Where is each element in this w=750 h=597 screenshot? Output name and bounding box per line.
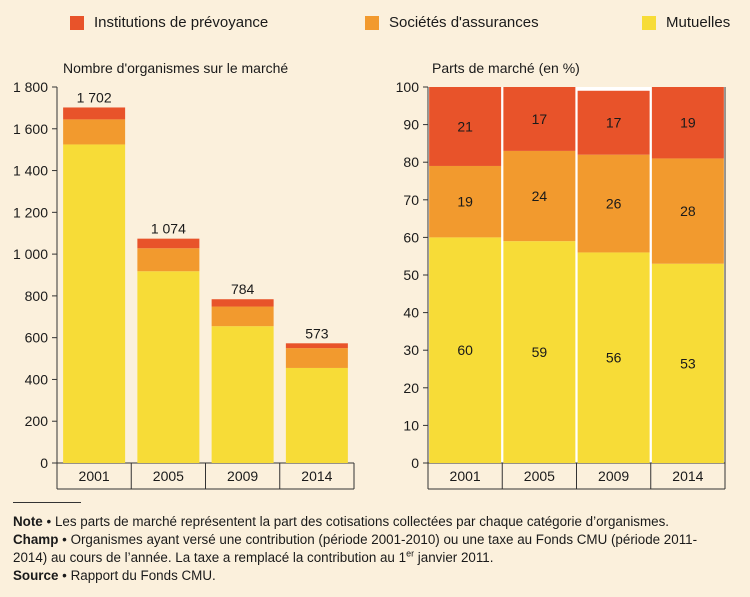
share-y-tick-label: 50 [403,267,419,283]
champ-tail: janvier 2011. [414,550,494,565]
share-bar-segment [651,87,724,159]
share-y-tick-label: 10 [403,417,419,433]
share-segment-label: 26 [606,196,622,212]
legend-swatch [642,15,656,30]
count-x-tick-label: 2001 [79,468,110,484]
notes-divider [13,502,81,503]
legend-swatch [365,15,379,30]
count-x-tick-label: 2014 [301,468,332,484]
count-y-tick-label: 1 400 [13,163,48,179]
share-y-tick-label: 60 [403,229,419,245]
share-segment-label: 19 [680,115,696,131]
legend-item-institutions: Institutions de prévoyance [70,14,268,31]
share-bar-segment [577,154,650,253]
count-bar-segment [137,248,200,272]
share-segment-label: 17 [532,111,548,127]
count-bar-segment [285,367,348,463]
share-y-tick-label: 70 [403,192,419,208]
count-bar-segment [63,107,126,120]
champ-text: Organismes ayant versé une contribution … [13,532,698,565]
count-bar-segment [63,119,126,145]
share-segment-label: 56 [606,350,622,366]
share-bar-segment [503,241,576,463]
share-y-tick-label: 80 [403,154,419,170]
legend-label: Sociétés d'assurances [389,14,539,31]
share-segment-label: 28 [680,203,696,219]
share-bar-segment [577,252,650,463]
count-bar-segment [137,238,200,249]
share-x-tick-label: 2001 [450,468,481,484]
note-label: Note [13,514,43,529]
champ-superscript: er [406,548,415,559]
source-text: Rapport du Fonds CMU. [70,568,216,583]
count-y-tick-label: 600 [25,330,49,346]
champ-line: Champ • Organismes ayant versé une contr… [13,531,713,567]
share-segment-label: 60 [457,342,473,358]
share-y-tick-label: 20 [403,380,419,396]
count-bar-segment [211,306,274,327]
count-total-label: 1 074 [151,221,186,237]
count-total-label: 784 [231,281,255,297]
count-bar-segment [211,326,274,463]
count-bar-segment [63,144,126,463]
count-y-tick-label: 1 600 [13,121,48,137]
share-segment-label: 19 [457,194,473,210]
share-segment-label: 17 [606,115,622,131]
share-bar-segment [651,158,724,264]
note-bullet: • [46,514,52,529]
count-y-tick-label: 1 800 [13,79,48,95]
legend-label: Institutions de prévoyance [94,14,269,31]
count-bar-segment [211,299,274,307]
share-bar-segment [651,263,724,463]
share-x-tick-label: 2005 [524,468,555,484]
count-x-tick-label: 2009 [227,468,258,484]
share-segment-label: 21 [457,118,473,134]
share-bar-segment [429,165,502,238]
count-y-tick-label: 0 [40,455,48,471]
share-x-tick-label: 2014 [672,468,703,484]
share-bar-segment [429,237,502,463]
share-y-tick-label: 30 [403,342,419,358]
share-segment-label: 24 [532,188,548,204]
legend-item-assurances: Sociétés d'assurances [365,14,539,31]
champ-label: Champ [13,532,59,547]
count-x-tick-label: 2005 [153,468,184,484]
count-y-tick-label: 1 000 [13,246,48,262]
legend-label: Mutuelles [666,14,731,31]
count-y-tick-label: 800 [25,288,49,304]
share-y-tick-label: 100 [396,79,420,95]
count-bar-segment [285,343,348,349]
count-total-label: 573 [305,325,329,341]
left-chart-title: Nombre d'organismes sur le marché [63,60,289,76]
share-bar-segment [429,87,502,166]
source-bullet: • [62,568,67,583]
right-chart-title: Parts de marché (en %) [432,60,580,76]
count-bar-segment [285,348,348,368]
champ-bullet: • [62,532,67,547]
notes-block: Note • Les parts de marché représentent … [13,502,713,585]
share-y-tick-label: 90 [403,117,419,133]
count-y-tick-label: 200 [25,413,49,429]
share-x-tick-label: 2009 [598,468,629,484]
source-label: Source [13,568,59,583]
count-total-label: 1 702 [77,89,112,105]
note-text: Les parts de marché représentent la part… [54,514,670,529]
count-y-tick-label: 1 200 [13,204,48,220]
share-segment-label: 53 [680,355,696,371]
legend-swatch [70,15,84,30]
legend-item-mutuelles: Mutuelles [642,14,730,31]
source-line: Source • Rapport du Fonds CMU. [13,567,713,585]
share-bar-segment [503,87,576,151]
count-bar-segment [137,271,200,463]
legend: Institutions de prévoyance Sociétés d'as… [0,14,750,38]
share-segment-label: 59 [532,344,548,360]
share-bar-segment [577,90,650,155]
share-y-tick-label: 0 [411,455,419,471]
count-y-tick-label: 400 [25,371,49,387]
note-line: Note • Les parts de marché représentent … [13,513,713,531]
share-bar-segment [503,150,576,242]
share-y-tick-label: 40 [403,305,419,321]
